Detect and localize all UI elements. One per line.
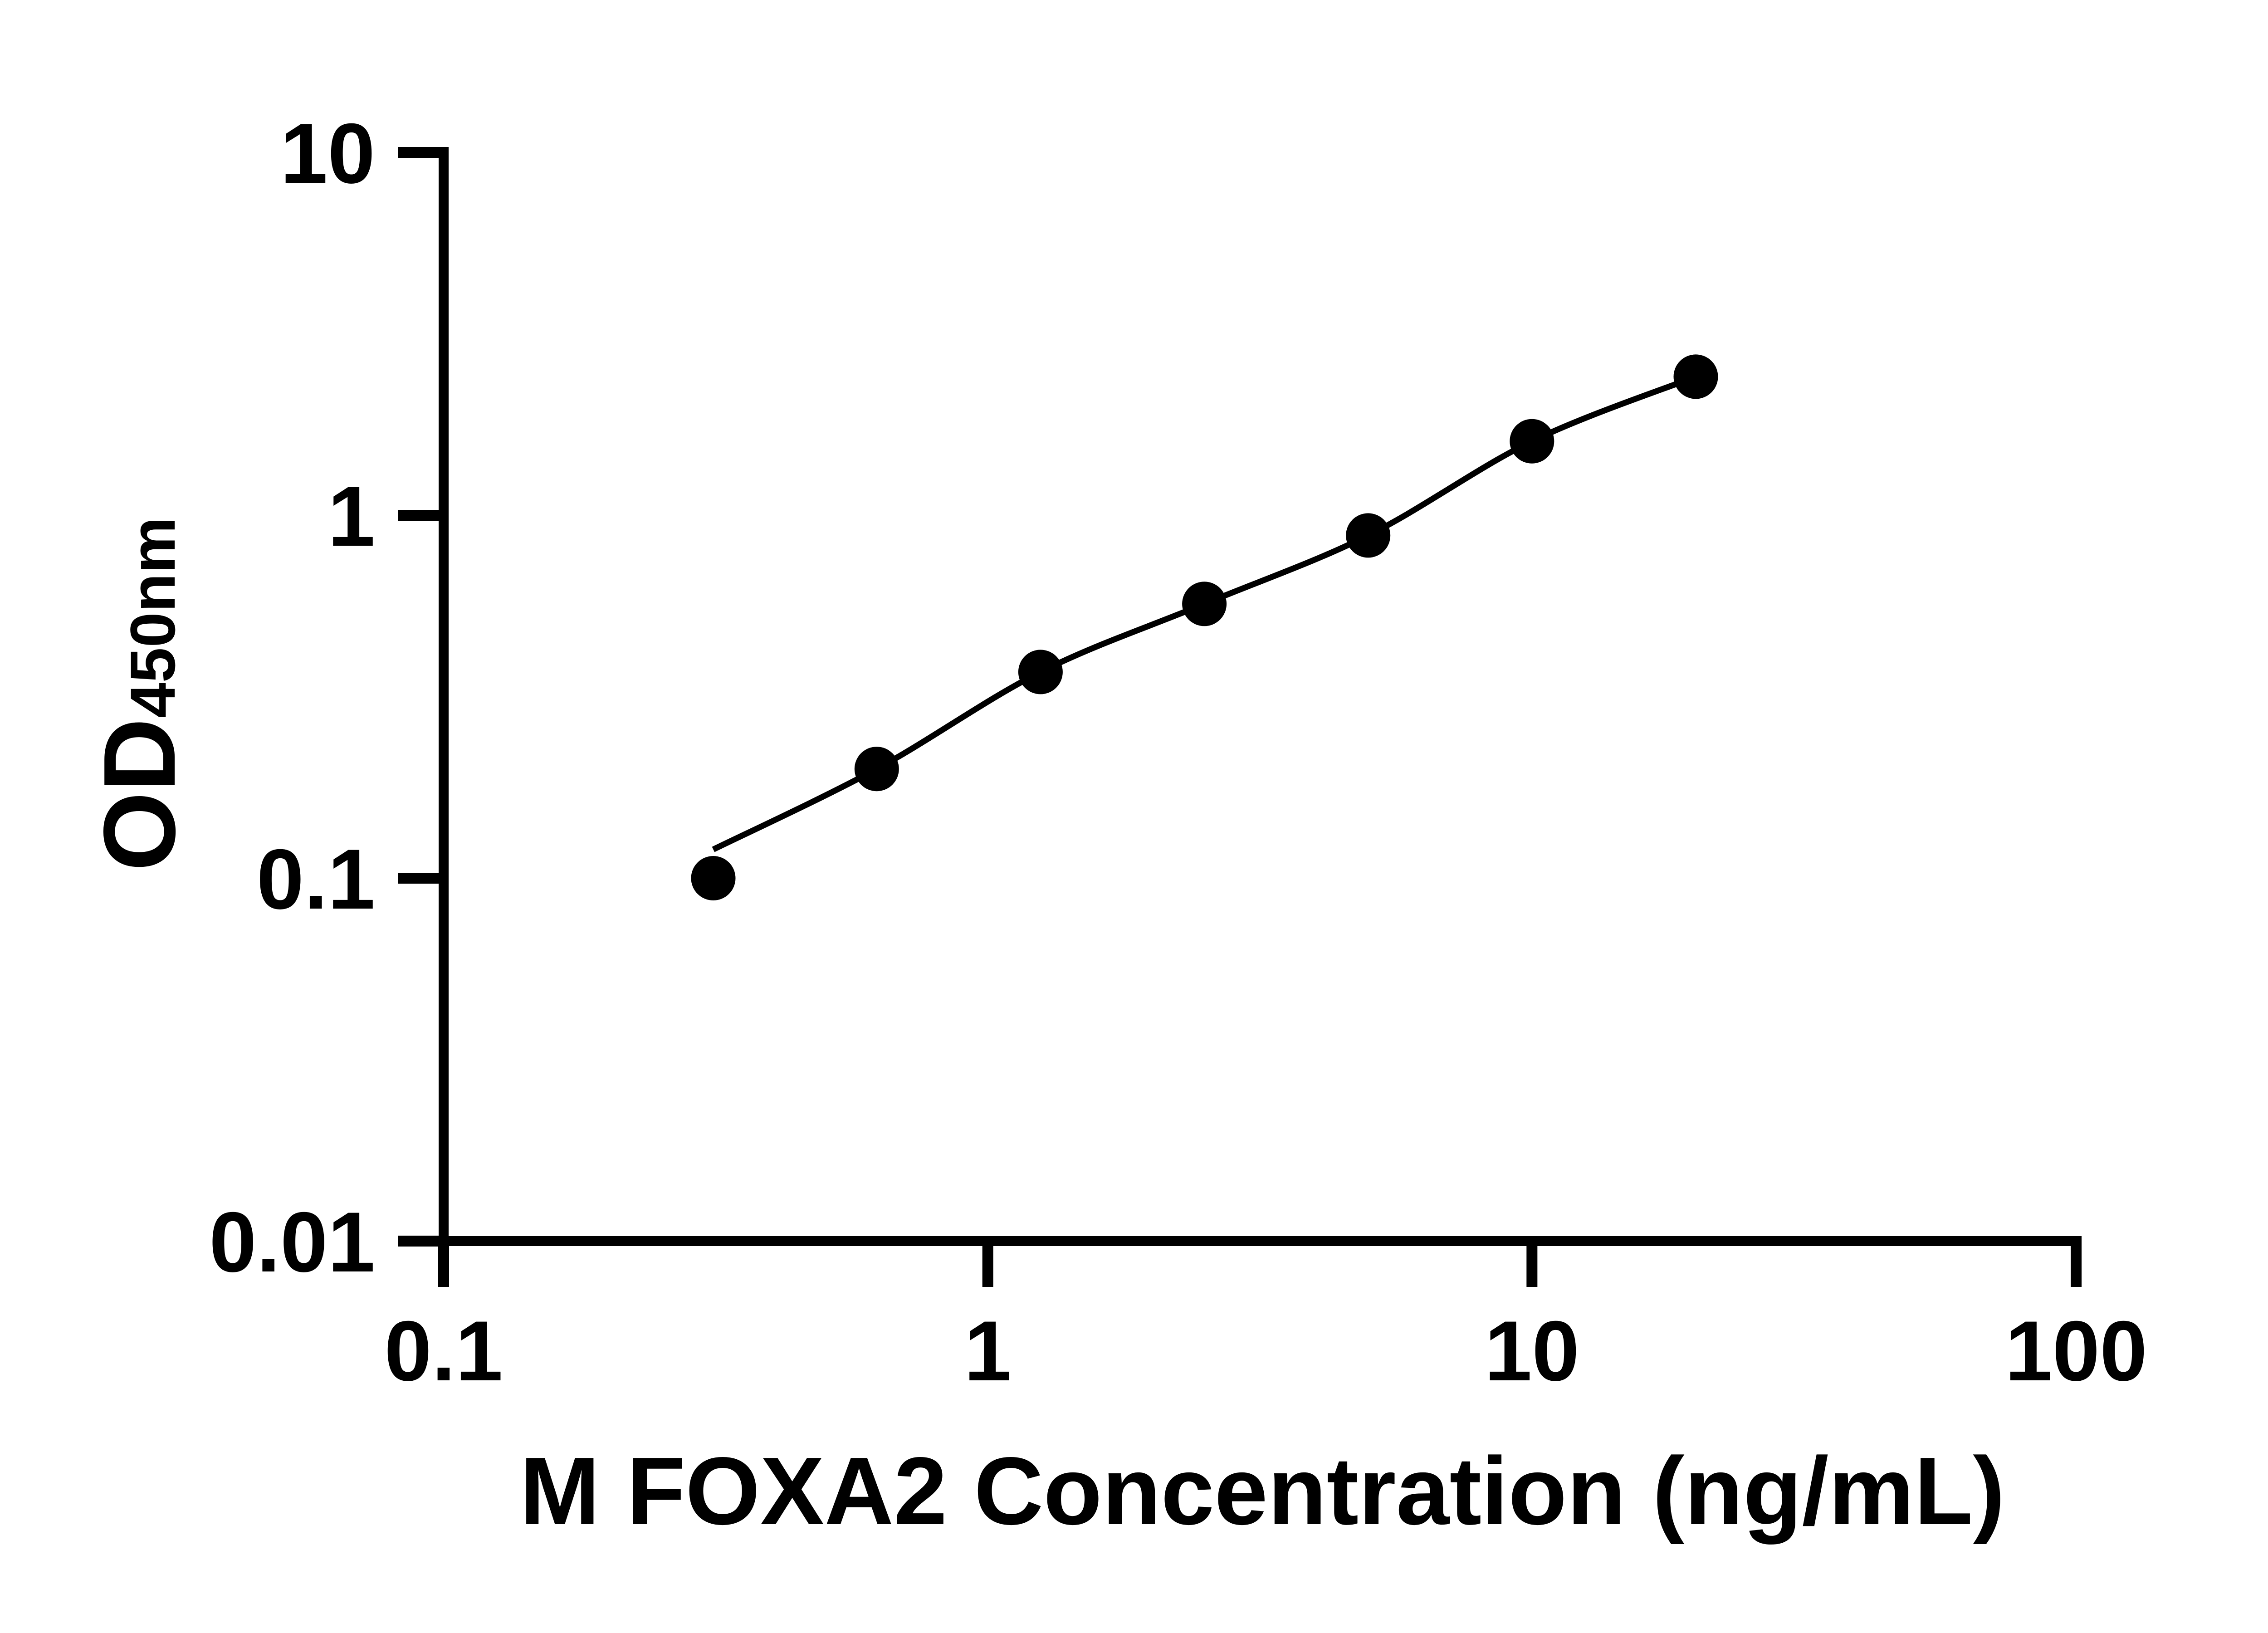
x-tick-label: 1 <box>964 1303 1012 1398</box>
x-tick-label: 100 <box>2005 1303 2147 1398</box>
data-point <box>1018 650 1063 694</box>
x-tick-label: 0.1 <box>384 1303 503 1398</box>
data-point <box>1182 582 1227 626</box>
data-point <box>691 856 736 900</box>
x-tick-labels: 0.1 1 10 100 <box>384 1303 2147 1398</box>
y-tick-labels: 10 1 0.1 0.01 <box>209 106 375 1290</box>
data-point <box>1510 419 1554 464</box>
data-point <box>1673 354 1718 399</box>
data-point <box>854 747 899 792</box>
axes <box>439 147 2082 1246</box>
y-tick-label: 1 <box>327 469 375 564</box>
y-tick-label: 0.01 <box>209 1194 375 1290</box>
x-axis-title: M FOXA2 Concentration (ng/mL) <box>520 1437 2005 1545</box>
data-point <box>1346 513 1391 558</box>
y-axis-title: OD450nm <box>82 517 196 871</box>
y-axis-title-subscript: 450nm <box>117 517 188 718</box>
axis-ticks <box>398 147 2082 1287</box>
y-tick-label: 0.1 <box>257 831 375 927</box>
y-tick-label: 10 <box>280 106 375 201</box>
data-points <box>691 354 1718 900</box>
y-axis-title-main: OD <box>82 718 196 871</box>
x-tick-label: 10 <box>1485 1303 1579 1398</box>
